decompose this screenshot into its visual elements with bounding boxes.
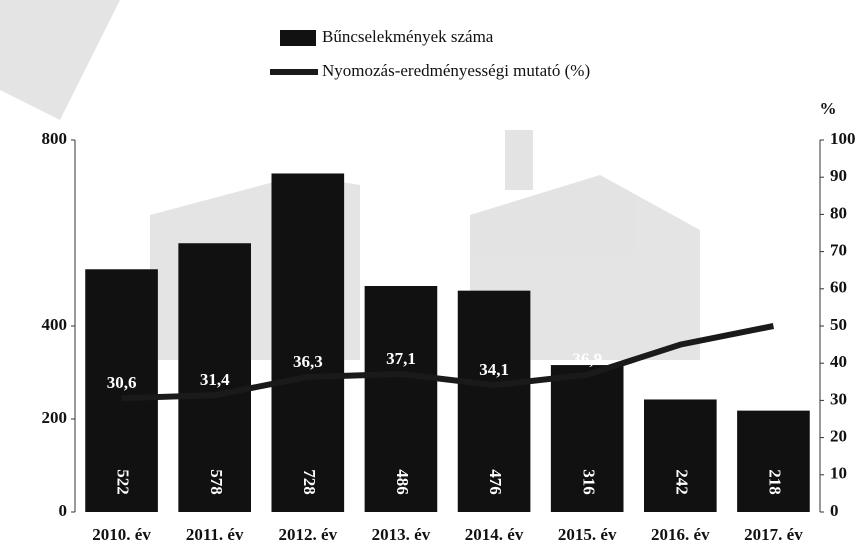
y2-tick-label: 90 <box>830 166 847 185</box>
y2-tick-label: 0 <box>830 501 839 520</box>
bar <box>457 290 531 512</box>
legend-label: Nyomozás-eredményességi mutató (%) <box>322 61 590 80</box>
y-tick-label: 800 <box>42 129 68 148</box>
y2-tick-label: 30 <box>830 389 847 408</box>
line-value-label: 31,4 <box>200 370 230 389</box>
bar-value-label: 486 <box>393 469 412 495</box>
x-tick-label: 2015. év <box>558 525 617 544</box>
x-tick-label: 2012. év <box>279 525 338 544</box>
y2-tick-label: 20 <box>830 427 847 446</box>
bar <box>271 173 345 513</box>
bar-value-label: 476 <box>486 469 505 495</box>
line-value-label: 36,3 <box>293 352 323 371</box>
bar <box>85 269 158 512</box>
bar <box>364 286 438 512</box>
y2-tick-label: 40 <box>830 352 847 371</box>
legend-label: Bűncselekmények száma <box>322 27 494 46</box>
bar-value-label: 728 <box>300 469 319 495</box>
x-tick-label: 2013. év <box>372 525 431 544</box>
y2-tick-label: 100 <box>830 129 856 148</box>
line-value-label: 30,6 <box>107 373 137 392</box>
bar <box>737 410 810 512</box>
legend-swatch <box>280 30 316 46</box>
y2-tick-label: 80 <box>830 203 847 222</box>
y-tick-label: 0 <box>59 501 68 520</box>
x-tick-label: 2016. év <box>651 525 710 544</box>
bar-value-label: 218 <box>766 469 785 495</box>
line-value-label: 34,1 <box>479 360 509 379</box>
x-tick-label: 2011. év <box>186 525 244 544</box>
y-tick-label: 400 <box>42 315 68 334</box>
x-tick-label: 2017. év <box>744 525 803 544</box>
bar-value-label: 578 <box>207 469 226 495</box>
x-tick-label: 2010. év <box>92 525 151 544</box>
line-value-label: 37,1 <box>386 349 416 368</box>
bar-value-label: 242 <box>672 469 691 495</box>
y2-tick-label: 10 <box>830 464 847 483</box>
y2-axis-title: % <box>820 99 837 118</box>
y-tick-label: 200 <box>42 408 68 427</box>
x-tick-label: 2014. év <box>465 525 524 544</box>
y2-tick-label: 70 <box>830 241 847 260</box>
bar-value-label: 316 <box>579 469 598 495</box>
line <box>121 323 775 402</box>
bar <box>550 365 624 512</box>
bar <box>643 399 717 512</box>
y2-tick-label: 60 <box>830 278 847 297</box>
bar-value-label: 522 <box>114 469 133 495</box>
y2-tick-label: 50 <box>830 315 847 334</box>
line-value-label: 36,9 <box>572 350 602 369</box>
bar <box>178 243 252 513</box>
